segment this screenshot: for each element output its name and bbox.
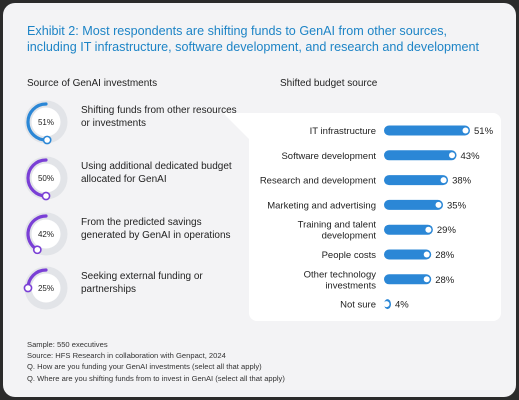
funding-item: 50% Using additional dedicated budget al… [23, 155, 243, 201]
category-label: People costs [322, 250, 377, 261]
footnote-question-2: Q. Where are you shifting funds from to … [27, 373, 285, 383]
funding-item: 42% From the predicted savings generated… [23, 211, 243, 257]
bar [384, 199, 444, 210]
value-label: 38% [452, 176, 472, 187]
footnote-source: Source: HFS Research in collaboration wi… [27, 351, 226, 361]
funding-item: 25% Seeking external funding or partners… [23, 265, 243, 311]
exhibit-title: Exhibit 2: Most respondents are shifting… [27, 24, 479, 54]
percent-donut: 51% [24, 100, 68, 145]
right-heading: Shifted budget source [280, 78, 378, 89]
category-label: Not sure [340, 300, 376, 311]
donut-value: 25% [38, 284, 54, 293]
percent-donut: 25% [23, 266, 68, 310]
funding-item-label: Using additional dedicated budget alloca… [81, 161, 232, 185]
donut-knob [23, 283, 33, 293]
donut-arc [26, 102, 49, 142]
donut-knob [42, 135, 52, 145]
percent-donut: 42% [24, 212, 68, 256]
value-label: 43% [461, 151, 481, 162]
left-heading: Source of GenAI investments [27, 78, 158, 89]
exhibit-card: Exhibit 2: Most respondents are shifting… [3, 3, 516, 397]
chart-panel [249, 113, 501, 321]
bar-end-dot [423, 251, 430, 258]
donut-value: 50% [38, 174, 54, 183]
donut-value: 42% [38, 230, 54, 239]
value-label: 51% [474, 126, 494, 137]
donut-knob [32, 245, 42, 255]
bar-end-dot [423, 276, 430, 283]
funding-item: 51% Shifting funds from other resources … [23, 99, 243, 145]
bar [384, 125, 470, 136]
value-label: 4% [395, 300, 409, 311]
footnote-sample: Sample: 550 executives [27, 340, 108, 349]
bar-end-dot [462, 127, 469, 134]
bar-end-dot [440, 177, 447, 184]
value-label: 28% [435, 250, 455, 261]
category-label: Software development [281, 151, 376, 162]
donut-arc [26, 214, 48, 252]
value-label: 35% [447, 200, 467, 211]
category-label: Other technology investments [304, 269, 377, 291]
footnotes: Sample: 550 executives Source: HFS Resea… [27, 339, 285, 384]
funding-item-label: Seeking external funding or partnerships [81, 271, 203, 295]
bar [384, 274, 432, 285]
bar-end-dot [383, 301, 390, 308]
bar [384, 175, 449, 186]
category-label: IT infrastructure [310, 126, 376, 137]
percent-donut: 50% [24, 156, 68, 201]
donut-knob [41, 191, 51, 201]
value-label: 28% [435, 275, 455, 286]
bar-end-dot [435, 201, 442, 208]
donut-arc [26, 158, 48, 198]
bar-end-dot [449, 152, 456, 159]
value-label: 29% [437, 225, 457, 236]
category-label: Training and talent development [298, 220, 377, 242]
footnote-question-1: Q. How are you funding your GenAI invest… [27, 362, 262, 372]
funding-item-label: Shifting funds from other resources or i… [81, 105, 237, 129]
bar [384, 150, 457, 161]
bar [384, 249, 432, 260]
bar [384, 224, 433, 235]
shifted-budget-bar-chart: IT infrastructure 51% Software development… [260, 125, 494, 311]
category-label: Research and development [260, 176, 377, 187]
donut-value: 51% [38, 118, 54, 127]
bar-end-dot [425, 226, 432, 233]
category-label: Marketing and advertising [267, 200, 376, 211]
funding-item-label: From the predicted savings generated by … [81, 217, 231, 241]
funding-source-list: 51% Shifting funds from other resources … [23, 99, 237, 310]
